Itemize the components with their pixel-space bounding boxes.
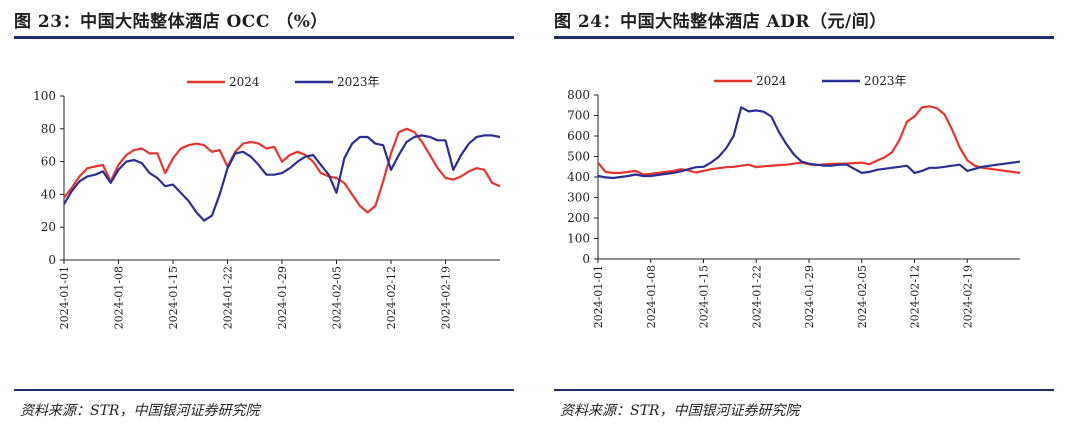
legend-label: 2024 — [756, 74, 787, 88]
occ-line-chart: 0 20 40 60 80 100 2024-01-01 2024-01-08 2024-01-… — [33, 75, 501, 329]
source-rule — [554, 389, 1054, 391]
figure-title-adr: 图 24：中国大陆整体酒店 ADR（元/间） — [554, 12, 887, 32]
y-tick-label: 40 — [41, 187, 56, 201]
adr-line-chart: 0 100 200 300 400 500 600 700 800 2024-01-01 2024-… — [567, 74, 1021, 328]
title-rule — [554, 36, 1054, 39]
x-tick-label: 2024-01-01 — [58, 266, 71, 329]
x-tick-label: 2024-02-12 — [909, 265, 922, 328]
x-tick-label: 2024-01-29 — [803, 265, 816, 328]
x-tick-label: 2024-02-19 — [440, 266, 453, 329]
x-tick-label: 2024-01-08 — [645, 265, 658, 328]
y-tick-label: 700 — [567, 109, 590, 123]
y-tick-label: 600 — [567, 129, 590, 143]
x-tick-label: 2024-01-22 — [750, 265, 763, 328]
y-tick-label: 80 — [41, 122, 56, 136]
y-tick-label: 800 — [567, 88, 590, 102]
series-line-2023 — [597, 106, 1021, 180]
adr-figure-panel: 图 24：中国大陆整体酒店 ADR（元/间） 0 100 200 300 400 500 6… — [540, 0, 1080, 442]
title-rule — [14, 36, 514, 39]
series-line-2024 — [63, 127, 501, 214]
x-tick-label: 2024-01-01 — [592, 265, 605, 328]
y-tick-label: 60 — [41, 155, 56, 169]
legend-label: 2024 — [229, 75, 260, 89]
y-tick-label: 0 — [48, 253, 56, 267]
occ-figure-panel: 图 23：中国大陆整体酒店 OCC （%） 0 20 40 60 80 100 2024-0… — [14, 12, 514, 419]
y-tick-label: 100 — [567, 232, 590, 246]
source-note-adr: 资料来源：STR，中国银河证券研究院 — [560, 403, 800, 419]
y-tick-label: 100 — [33, 89, 56, 103]
x-tick-label: 2024-01-22 — [222, 266, 235, 329]
figure-title-occ: 图 23：中国大陆整体酒店 OCC （%） — [14, 12, 328, 32]
y-tick-label: 200 — [567, 211, 590, 225]
source-rule — [14, 389, 514, 391]
x-tick-label: 2024-01-29 — [276, 266, 289, 329]
y-tick-label: 500 — [567, 150, 590, 164]
y-tick-label: 0 — [582, 252, 590, 266]
x-tick-label: 2024-02-12 — [385, 266, 398, 329]
legend-label: 2023年 — [337, 75, 380, 89]
x-tick-label: 2024-01-15 — [167, 266, 180, 329]
y-tick-label: 20 — [41, 220, 56, 234]
source-note-occ: 资料来源：STR，中国银河证券研究院 — [20, 403, 260, 419]
series-line-2023 — [63, 134, 501, 222]
y-tick-label: 400 — [567, 170, 590, 184]
y-tick-label: 300 — [567, 191, 590, 205]
x-tick-label: 2024-01-15 — [698, 265, 711, 328]
x-tick-label: 2024-01-08 — [113, 266, 126, 329]
legend-label: 2023年 — [864, 74, 907, 88]
x-tick-label: 2024-02-19 — [961, 265, 974, 328]
x-tick-label: 2024-02-05 — [856, 265, 869, 328]
x-tick-label: 2024-02-05 — [331, 266, 344, 329]
